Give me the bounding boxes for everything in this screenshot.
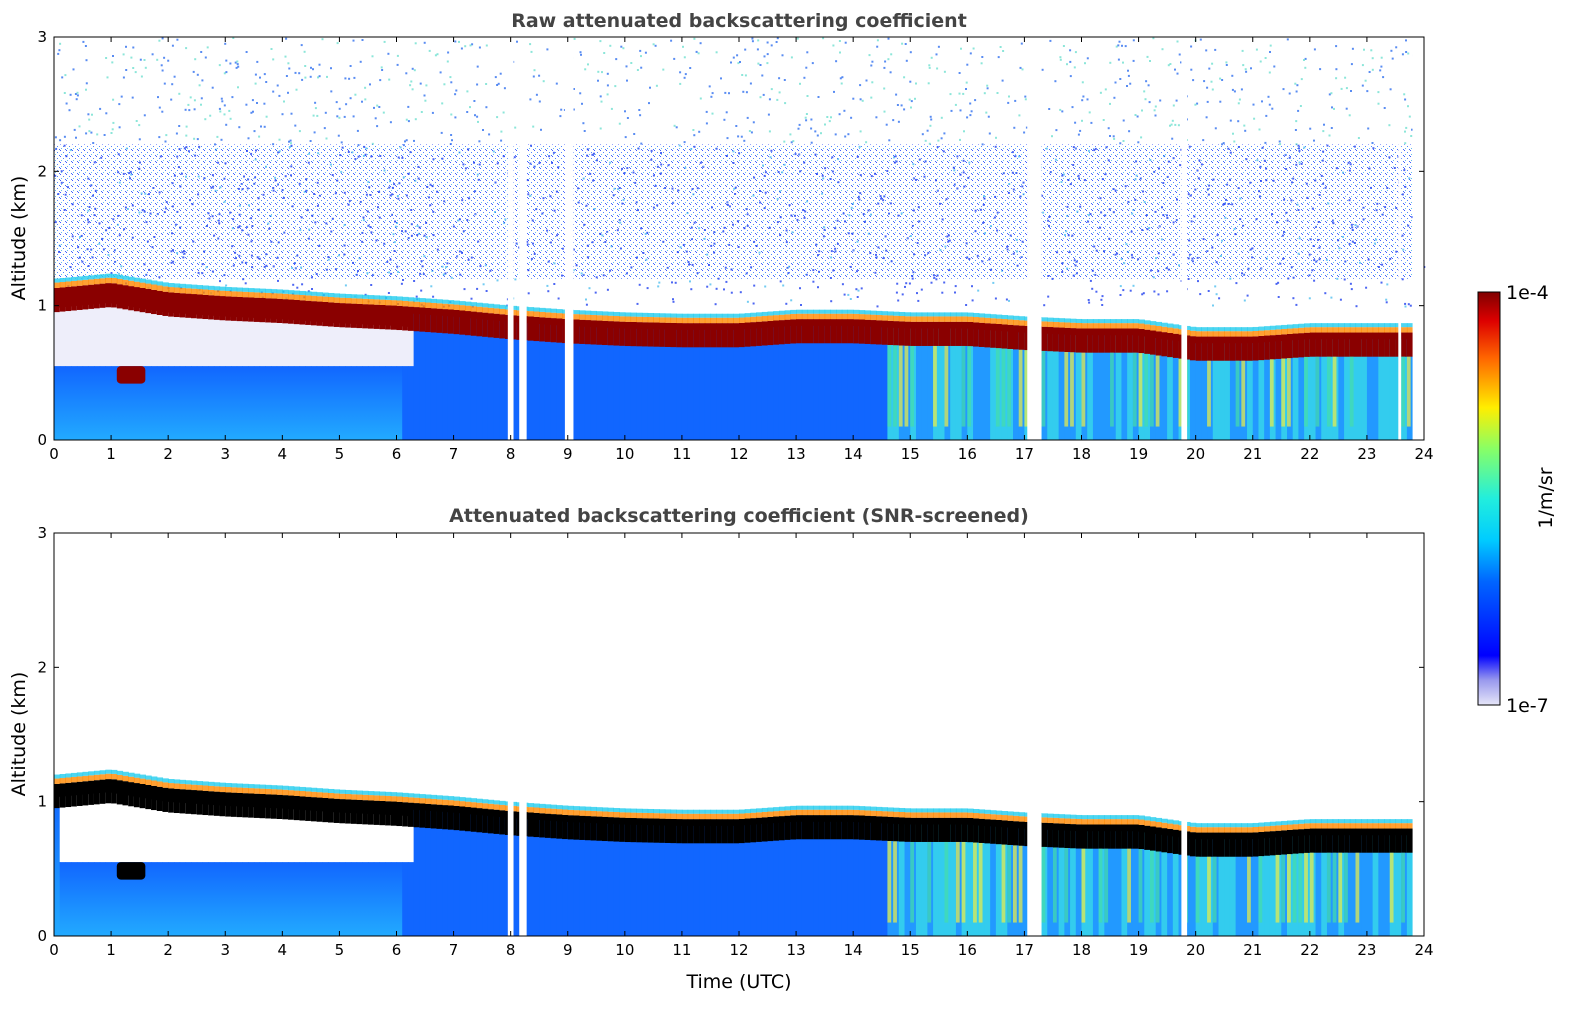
noise-texture xyxy=(54,144,1424,279)
x-axis-label: Time (UTC) xyxy=(685,971,791,993)
x-tick-label: 7 xyxy=(449,941,459,959)
y-tick-label: 2 xyxy=(37,658,47,676)
gap-stripe xyxy=(507,37,514,440)
y-tick-label: 0 xyxy=(37,431,47,449)
gap-stripe xyxy=(1027,533,1042,936)
boundary-layer xyxy=(54,273,1414,440)
x-tick-label: 10 xyxy=(615,941,634,959)
y-axis: 0 1 2 3 xyxy=(37,28,1424,449)
x-tick-label: 23 xyxy=(1357,941,1376,959)
x-tick-label: 16 xyxy=(958,445,977,463)
x-tick-label: 22 xyxy=(1300,941,1319,959)
x-tick-label: 12 xyxy=(729,445,748,463)
panel-title: Raw attenuated backscattering coefficien… xyxy=(511,10,967,32)
panel-raw: Raw attenuated backscattering coefficien… xyxy=(8,10,1434,463)
x-axis: 0 1 2 3 4 5 6 7 8 9 10 11 12 13 14 15 16 17 18 19 20 21 22 23 24 xyxy=(49,533,1434,959)
x-tick-label: 14 xyxy=(844,941,863,959)
x-tick-label: 19 xyxy=(1129,941,1148,959)
x-tick-label: 13 xyxy=(787,445,806,463)
x-tick-label: 20 xyxy=(1186,941,1205,959)
x-tick-label: 22 xyxy=(1300,445,1319,463)
x-tick-label: 13 xyxy=(787,941,806,959)
x-tick-label: 4 xyxy=(278,445,288,463)
gap-stripe xyxy=(519,533,527,936)
y-tick-label: 3 xyxy=(37,524,47,542)
heatmap-plot-area xyxy=(54,533,1424,936)
colorbar-max-label: 1e-4 xyxy=(1506,282,1549,304)
x-tick-label: 15 xyxy=(901,941,920,959)
x-tick-label: 3 xyxy=(220,445,230,463)
data-gaps xyxy=(507,37,1424,440)
x-tick-label: 5 xyxy=(335,445,345,463)
gap-stripe xyxy=(507,533,514,936)
x-axis: 0 1 2 3 4 5 6 7 8 9 10 11 12 13 14 15 16 17 18 19 20 21 22 23 24 xyxy=(49,37,1434,463)
gap-stripe xyxy=(1412,37,1424,440)
x-tick-label: 0 xyxy=(49,445,59,463)
x-tick-label: 15 xyxy=(901,445,920,463)
x-tick-label: 9 xyxy=(563,445,573,463)
x-tick-label: 10 xyxy=(615,445,634,463)
colorbar: 1e-4 1e-7 1/m/sr xyxy=(1477,282,1557,717)
x-tick-label: 16 xyxy=(958,941,977,959)
x-tick-label: 5 xyxy=(335,941,345,959)
y-tick-label: 2 xyxy=(37,162,47,180)
x-tick-label: 18 xyxy=(1072,941,1091,959)
panel-screened: Attenuated backscattering coefficient (S… xyxy=(8,505,1434,993)
data-gaps xyxy=(507,533,1424,936)
x-tick-label: 11 xyxy=(672,941,691,959)
x-tick-label: 8 xyxy=(506,445,516,463)
y-tick-label: 1 xyxy=(37,297,47,315)
y-axis-label: Altitude (km) xyxy=(8,176,30,301)
x-tick-label: 24 xyxy=(1414,941,1433,959)
x-tick-label: 2 xyxy=(163,445,173,463)
x-tick-label: 8 xyxy=(506,941,516,959)
gap-stripe xyxy=(519,37,527,440)
x-tick-label: 7 xyxy=(449,445,459,463)
low-layer-feature xyxy=(116,862,146,880)
colorbar-gradient xyxy=(1477,291,1501,706)
x-tick-label: 11 xyxy=(672,445,691,463)
x-tick-label: 19 xyxy=(1129,445,1148,463)
gap-stripe xyxy=(1181,37,1188,440)
x-tick-label: 6 xyxy=(392,445,402,463)
gap-stripe xyxy=(1027,37,1042,440)
colorbar-min-label: 1e-7 xyxy=(1506,695,1549,717)
x-tick-label: 18 xyxy=(1072,445,1091,463)
x-tick-label: 1 xyxy=(106,941,116,959)
y-axis: 0 1 2 3 xyxy=(37,524,1424,945)
x-tick-label: 6 xyxy=(392,941,402,959)
x-tick-label: 21 xyxy=(1243,941,1262,959)
gap-stripe xyxy=(564,37,574,440)
x-tick-label: 17 xyxy=(1015,445,1034,463)
y-tick-label: 0 xyxy=(37,927,47,945)
x-tick-label: 4 xyxy=(278,941,288,959)
y-tick-label: 1 xyxy=(37,793,47,811)
x-tick-label: 12 xyxy=(729,941,748,959)
x-tick-label: 17 xyxy=(1015,941,1034,959)
y-axis-label: Altitude (km) xyxy=(8,672,30,797)
x-tick-label: 0 xyxy=(49,941,59,959)
x-tick-label: 24 xyxy=(1414,445,1433,463)
y-tick-label: 3 xyxy=(37,28,47,46)
gap-stripe xyxy=(1181,533,1188,936)
gap-stripe xyxy=(1412,533,1424,936)
low-layer-feature xyxy=(116,366,146,384)
x-tick-label: 23 xyxy=(1357,445,1376,463)
gap-stripe xyxy=(1398,37,1402,440)
panel-title: Attenuated backscattering coefficient (S… xyxy=(449,505,1029,527)
x-tick-label: 20 xyxy=(1186,445,1205,463)
x-tick-label: 9 xyxy=(563,941,573,959)
x-tick-label: 21 xyxy=(1243,445,1262,463)
x-tick-label: 2 xyxy=(163,941,173,959)
colorbar-unit-label: 1/m/sr xyxy=(1535,467,1557,528)
heatmap-plot-area xyxy=(54,37,1426,440)
x-tick-label: 1 xyxy=(106,445,116,463)
x-tick-label: 3 xyxy=(220,941,230,959)
x-tick-label: 14 xyxy=(844,445,863,463)
